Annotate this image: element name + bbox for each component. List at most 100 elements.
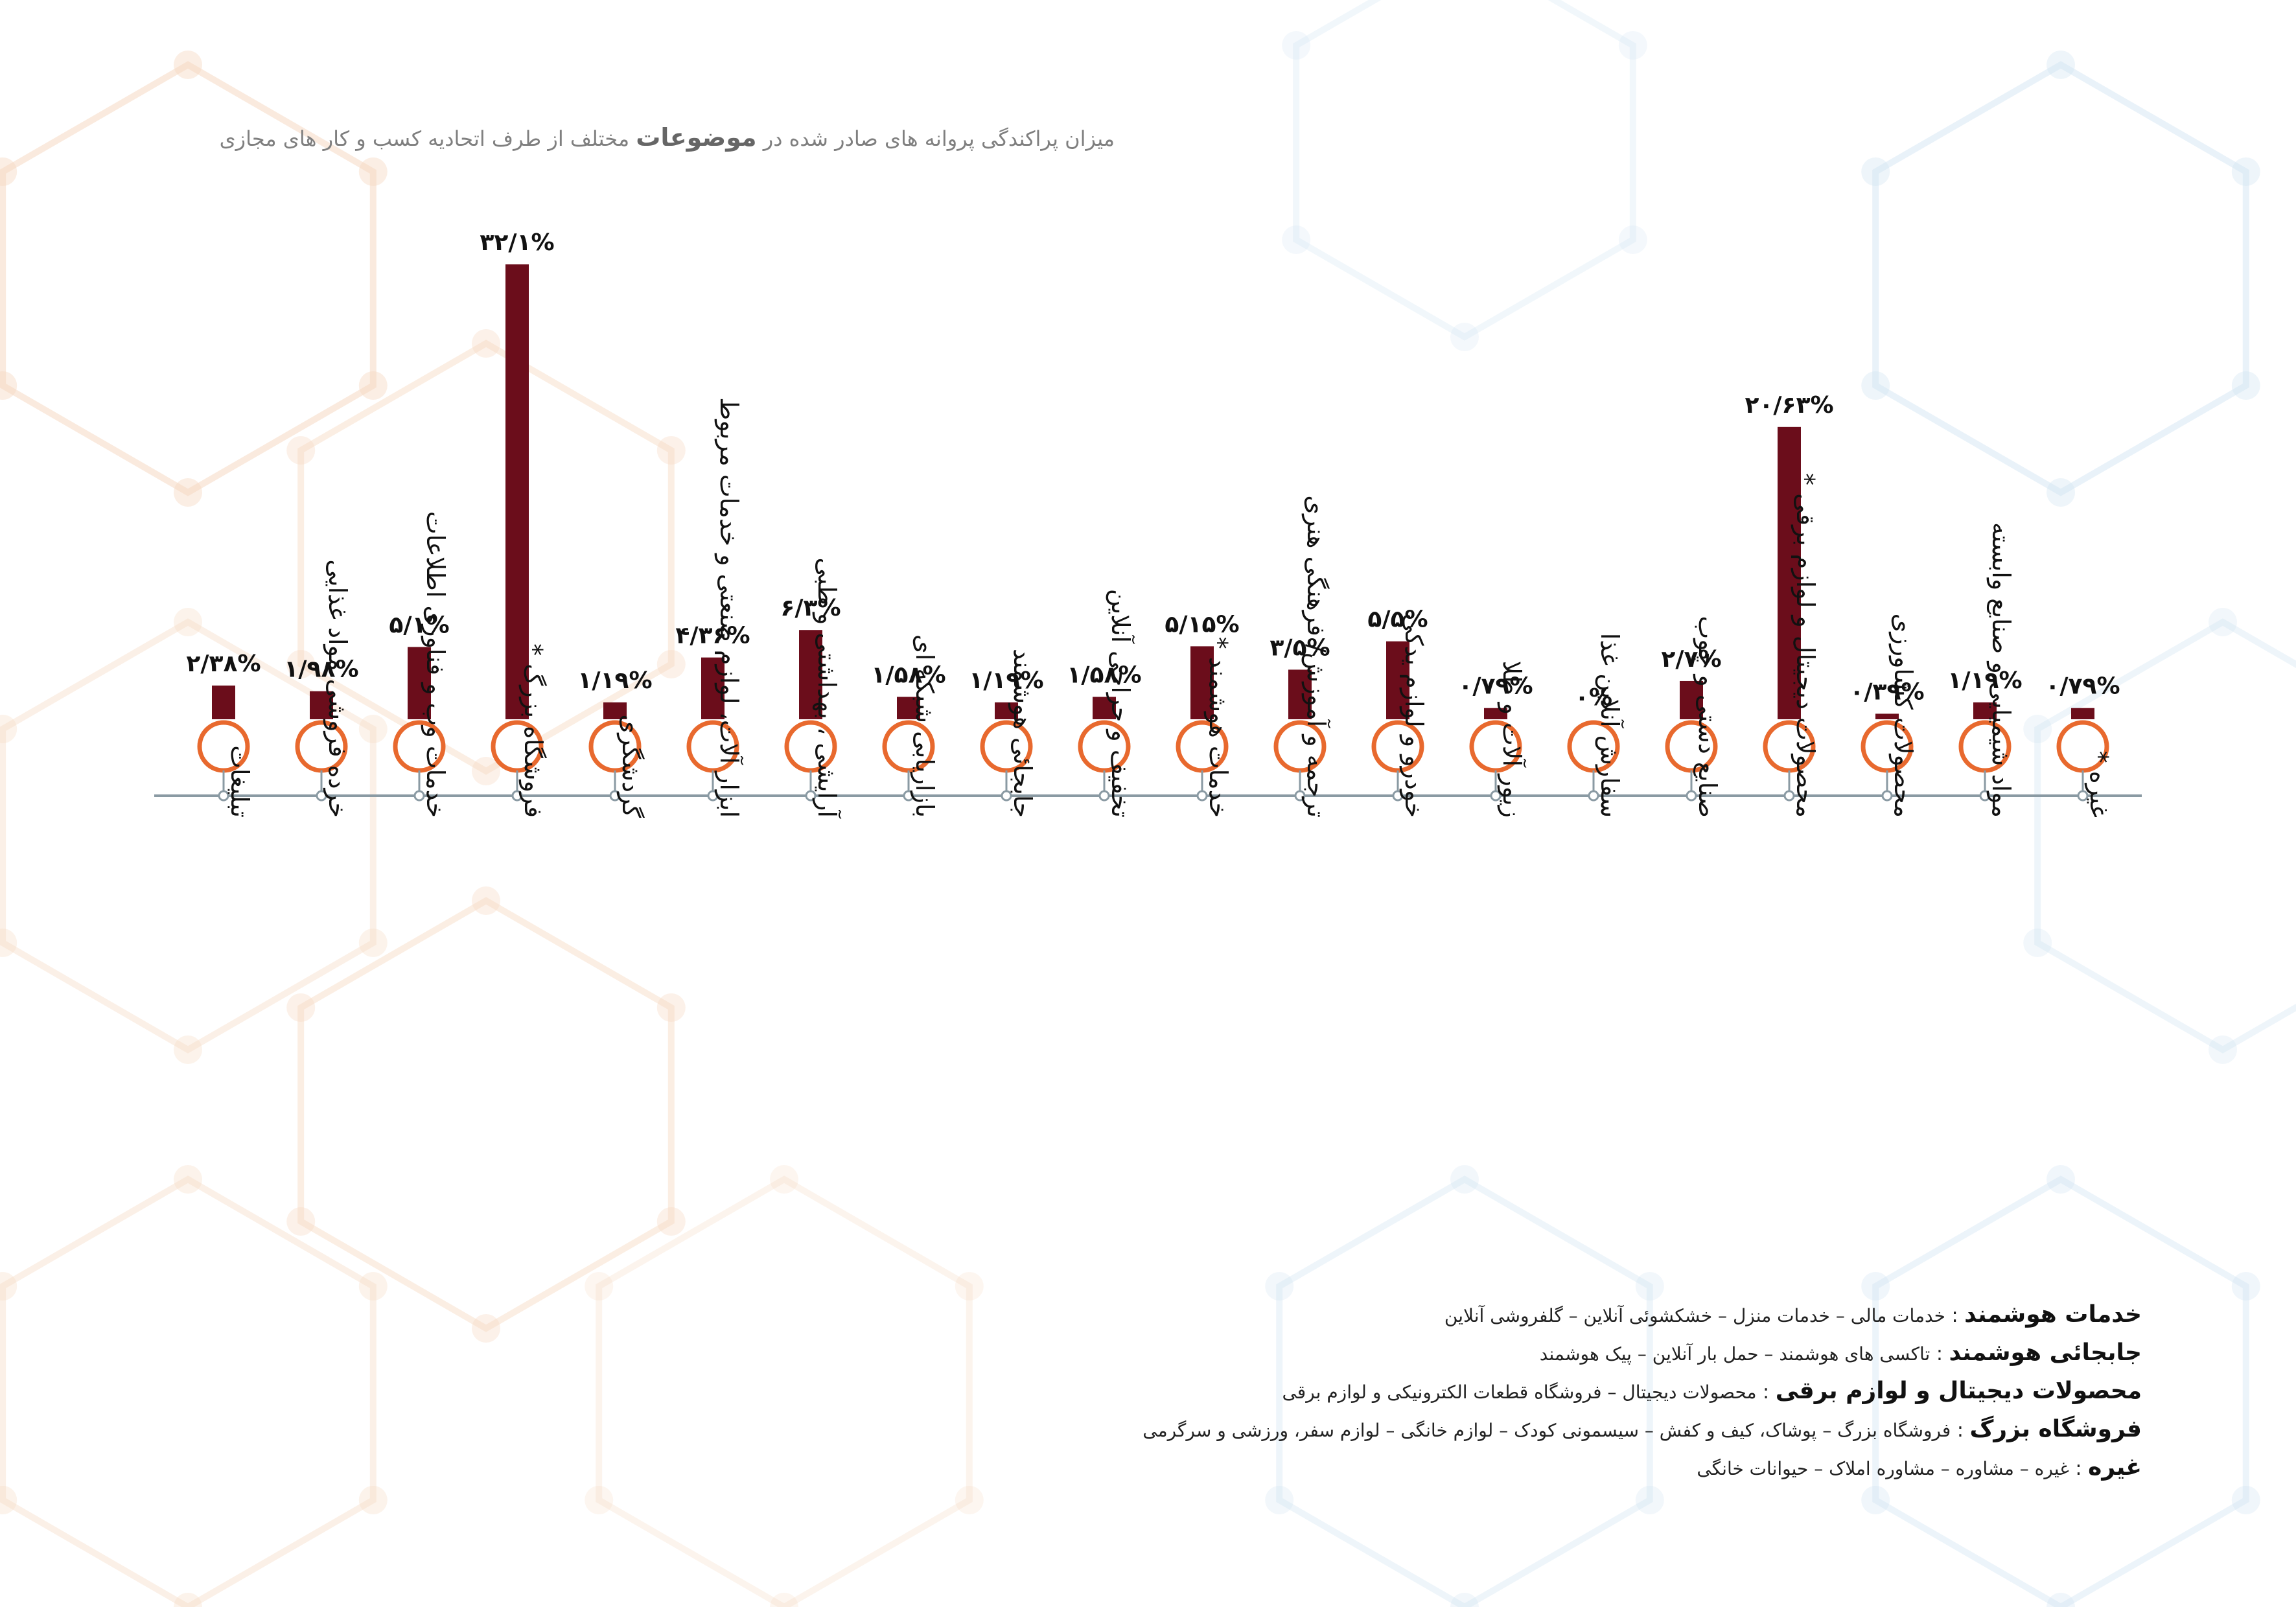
hexagon-node <box>2047 1593 2075 1607</box>
hexagon-node <box>358 715 388 743</box>
category-label: مواد شیمیایی و صنایع وابسته <box>1986 522 2015 818</box>
axis-tick-dot <box>1098 790 1110 802</box>
hexagon-shape <box>1872 1175 2249 1607</box>
hexagon-node <box>174 608 202 636</box>
hexagon-node <box>2231 157 2260 186</box>
category-label: محصولات دیجیتال و لوازم برقی * <box>1791 473 1820 818</box>
hexagon-node <box>656 1207 686 1236</box>
hexagon-node <box>286 993 316 1022</box>
hexagon-node <box>1861 1486 1890 1514</box>
hexagon-node <box>358 929 388 957</box>
axis-tick-dot <box>1979 790 1991 802</box>
legend-row: غیره : غیره – مشاوره – مشاوره املاک – حی… <box>1697 1454 2142 1481</box>
bar <box>897 697 920 719</box>
bar <box>1190 646 1214 719</box>
hexagon-node <box>1265 1272 1294 1301</box>
legend-row: جابجائی هوشمند : تاکسی های هوشمند – حمل … <box>1539 1339 2142 1366</box>
hexagon-node <box>2047 1165 2075 1194</box>
category-label: صنایع دستی و چوب <box>1693 616 1722 818</box>
hexagon-node <box>2231 1486 2260 1514</box>
axis-tick-dot <box>1783 790 1795 802</box>
data-label: ۱/۵۸% <box>871 662 945 688</box>
bar <box>1288 669 1312 719</box>
hexagon-node <box>358 371 388 400</box>
hexagon-node <box>2023 929 2052 957</box>
data-label: ۶/۳% <box>780 595 841 621</box>
axis-tick-dot <box>707 790 719 802</box>
hexagon-node <box>1618 31 1647 60</box>
bar <box>1386 641 1409 719</box>
hexagon-node <box>0 715 17 743</box>
hexagon-node <box>1450 1165 1479 1194</box>
hexagon-node <box>2231 1272 2260 1301</box>
hexagon-node <box>1635 1486 1664 1514</box>
hexagon-node <box>2047 51 2075 79</box>
hexagon-node <box>585 1486 614 1514</box>
hexagon-node <box>2231 371 2260 400</box>
chart-title-bold-word: موضوعات <box>636 123 757 152</box>
data-label: ۵/۱% <box>389 612 449 638</box>
data-label: ۱/۹۸% <box>284 656 358 683</box>
hexagon-node <box>0 929 17 957</box>
data-label: ۵/۱۵% <box>1165 611 1239 638</box>
hexagon-node <box>472 757 500 785</box>
category-label: آرایشی ، بهداشتی و طبی <box>812 557 842 818</box>
category-label: غیره * <box>2084 751 2113 818</box>
data-label: ۵/۵% <box>1367 607 1428 633</box>
hexagon-node <box>585 1272 614 1301</box>
hexagon-node <box>1861 1272 1890 1301</box>
hexagon-node <box>1450 323 1479 351</box>
data-label: ۳/۵% <box>1270 634 1330 661</box>
hexagon-node <box>286 1207 316 1236</box>
bar <box>995 702 1018 719</box>
bar <box>799 630 822 719</box>
chart-title-part-2: مختلف از طرف اتحادیه کسب و کار های مجازی <box>219 126 630 151</box>
hexagon-shape <box>1872 61 2249 496</box>
hexagon-node <box>358 157 388 186</box>
data-label: ۲/۷% <box>1661 646 1721 673</box>
hexagon-shape <box>297 897 675 1332</box>
category-label: خدمات وب و فناوری اطلاعات <box>421 511 450 818</box>
data-label: ۰/۷۹% <box>1458 673 1533 700</box>
axis-tick-dot <box>218 790 229 802</box>
hexagon-shape <box>297 340 675 775</box>
data-label: ۳۲/۱% <box>480 229 554 256</box>
legend-definition: فروشگاه بزرگ – پوشاک، کیف و کفش – سیسمون… <box>1142 1420 1951 1441</box>
legend-term: غیره <box>2088 1454 2142 1481</box>
legend-definition: خدمات مالی – خدمات منزل – خشکشوئی آنلاین… <box>1444 1305 1945 1326</box>
bar <box>212 685 235 719</box>
hexagon-node <box>358 1272 388 1301</box>
data-label: ۴/۳۶% <box>675 623 750 649</box>
category-label: سفارش آنلاین غذا <box>1595 633 1625 818</box>
legend-row: فروشگاه بزرگ : فروشگاه بزرگ – پوشاک، کیف… <box>1142 1416 2142 1442</box>
axis-tick-dot <box>1686 790 1697 802</box>
bar <box>603 702 627 719</box>
bar <box>1484 708 1507 719</box>
category-label: تبلیغات <box>226 745 254 818</box>
bar <box>310 691 333 719</box>
axis-tick-dot <box>609 790 621 802</box>
hexagon-node <box>770 1593 798 1607</box>
chart-title: میزان پراکندگی پروانه های صادر شده در مو… <box>168 123 1115 152</box>
bar <box>505 264 529 719</box>
chart-title-part-1: میزان پراکندگی پروانه های صادر شده در <box>763 126 1115 151</box>
hexagon-node <box>286 436 316 465</box>
hexagon-node <box>1265 1486 1294 1514</box>
hexagon-node <box>472 1314 500 1343</box>
hexagon-node <box>174 1035 202 1064</box>
hexagon-node <box>1282 225 1311 254</box>
bar <box>408 647 431 719</box>
hexagon-node <box>1861 157 1890 186</box>
category-label: گردشگری <box>616 714 645 818</box>
hexagon-node <box>1861 371 1890 400</box>
legend-term: فروشگاه بزرگ <box>1969 1416 2142 1442</box>
legend-term: محصولات دیجیتال و لوازم برقی <box>1775 1378 2142 1404</box>
hexagon-shape <box>2034 618 2296 1054</box>
hexagon-shape <box>0 1175 377 1607</box>
hexagon-shape <box>0 61 377 496</box>
axis-tick-dot <box>413 790 425 802</box>
definitions-legend: خدمات هوشمند : خدمات مالی – خدمات منزل –… <box>975 1301 2142 1492</box>
category-label: ابزار آلات، لوازم صنعتی و خدمات مربوط <box>714 397 744 818</box>
